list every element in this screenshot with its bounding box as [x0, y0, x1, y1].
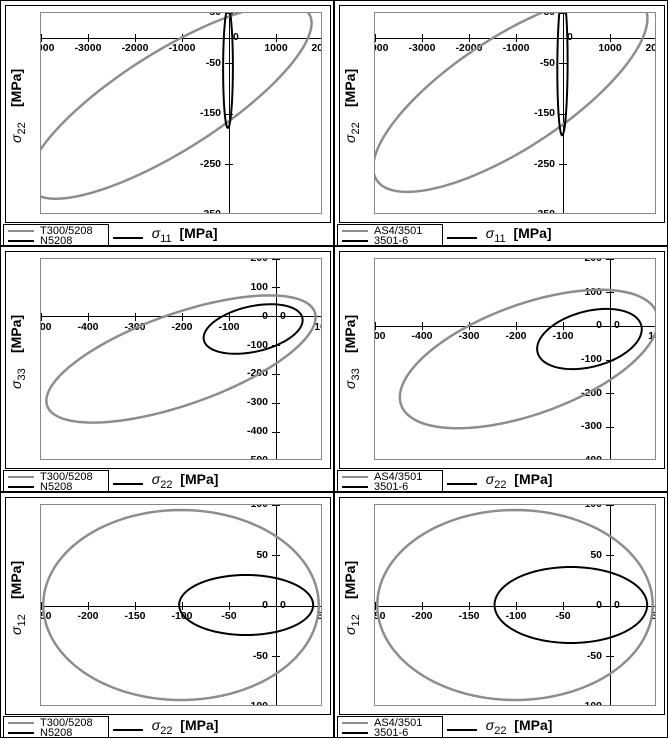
y-axis-symbol: σ33 — [342, 368, 362, 389]
y-axis-symbol: σ22 — [8, 122, 28, 143]
y-axis-unit: [MPa] — [342, 561, 358, 599]
panel-p1: -4000-3000-2000-100010002000-350-250-150… — [0, 0, 334, 246]
x-axis-label: σ11 [MPa] — [486, 225, 552, 245]
y-axis-symbol: σ12 — [8, 614, 28, 635]
legend: T300/5208N5208 — [3, 224, 109, 246]
y-axis-unit: [MPa] — [8, 315, 24, 353]
y-axis-unit: [MPa] — [342, 69, 358, 107]
x-axis-label: σ22 [MPa] — [152, 471, 219, 491]
legend-series-b: N5208 — [40, 481, 72, 492]
legend: AS4/35013501-6 — [337, 224, 443, 246]
legend-series-b: 3501-6 — [374, 481, 408, 492]
y-axis-symbol: σ12 — [342, 614, 362, 635]
plot-area: -4000-3000-2000-100010002000-350-250-150… — [374, 12, 656, 214]
legend: AS4/35013501-6 — [337, 470, 443, 492]
legend-series-b: 3501-6 — [374, 235, 408, 246]
legend-series-b: 3501-6 — [374, 727, 408, 738]
plot-area: -4000-3000-2000-100010002000-350-250-150… — [40, 12, 322, 214]
x-axis-label: σ22 [MPa] — [152, 717, 219, 737]
legend-series-b: N5208 — [40, 727, 72, 738]
panel-p6: -250-200-150-100-5050-100-500501000 σ12 [M… — [334, 492, 668, 738]
y-axis-unit: [MPa] — [8, 69, 24, 107]
y-axis-symbol: σ22 — [342, 122, 362, 143]
legend: T300/5208N5208 — [3, 716, 109, 738]
y-axis-symbol: σ33 — [8, 368, 28, 389]
plot-area: -250-200-150-100-5050-100-500501000 — [40, 504, 322, 706]
panel-p3: -500-400-300-200-100100-500-400-300-200-… — [0, 246, 334, 492]
panel-p2: -4000-3000-2000-100010002000-350-250-150… — [334, 0, 668, 246]
legend: T300/5208N5208 — [3, 470, 109, 492]
panel-p4: -500-400-300-200-100100-400-300-200-1000… — [334, 246, 668, 492]
y-axis-unit: [MPa] — [342, 315, 358, 353]
x-axis-label: σ22 [MPa] — [486, 471, 553, 491]
plot-area: -500-400-300-200-100100-400-300-200-1000… — [374, 258, 656, 460]
plot-area: -250-200-150-100-5050-100-500501000 — [374, 504, 656, 706]
panel-p5: -250-200-150-100-5050-100-500501000 σ12 [M… — [0, 492, 334, 738]
y-axis-unit: [MPa] — [8, 561, 24, 599]
legend-series-b: N5208 — [40, 235, 72, 246]
legend: AS4/35013501-6 — [337, 716, 443, 738]
x-axis-label: σ22 [MPa] — [486, 717, 553, 737]
plot-area: -500-400-300-200-100100-500-400-300-200-… — [40, 258, 322, 460]
x-axis-label: σ11 [MPa] — [152, 225, 218, 245]
figure-grid: -4000-3000-2000-100010002000-350-250-150… — [0, 0, 668, 738]
